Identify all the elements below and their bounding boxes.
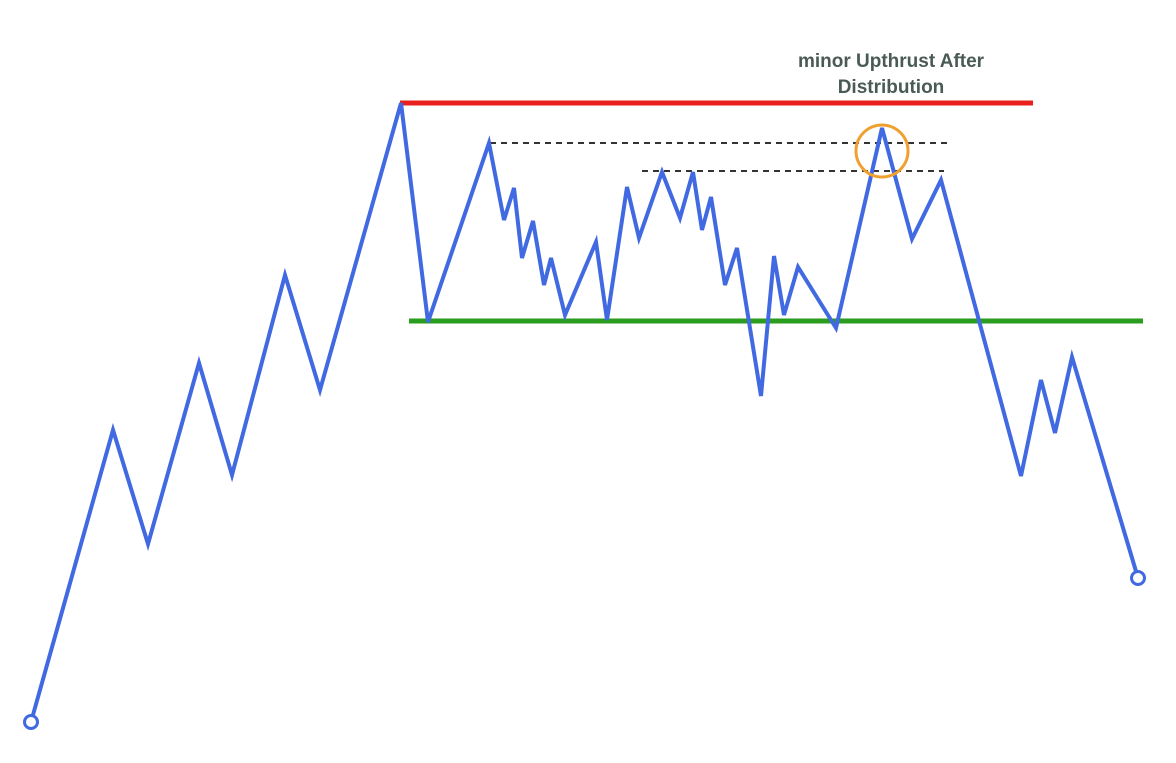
start-point-marker-icon xyxy=(23,714,39,730)
annotation-line-2: Distribution xyxy=(838,77,945,98)
annotation-line-1: minor Upthrust After xyxy=(798,51,985,72)
end-point-marker-icon xyxy=(1130,570,1146,586)
price-path xyxy=(29,102,1140,724)
upthrust-highlight-circle xyxy=(854,123,910,179)
